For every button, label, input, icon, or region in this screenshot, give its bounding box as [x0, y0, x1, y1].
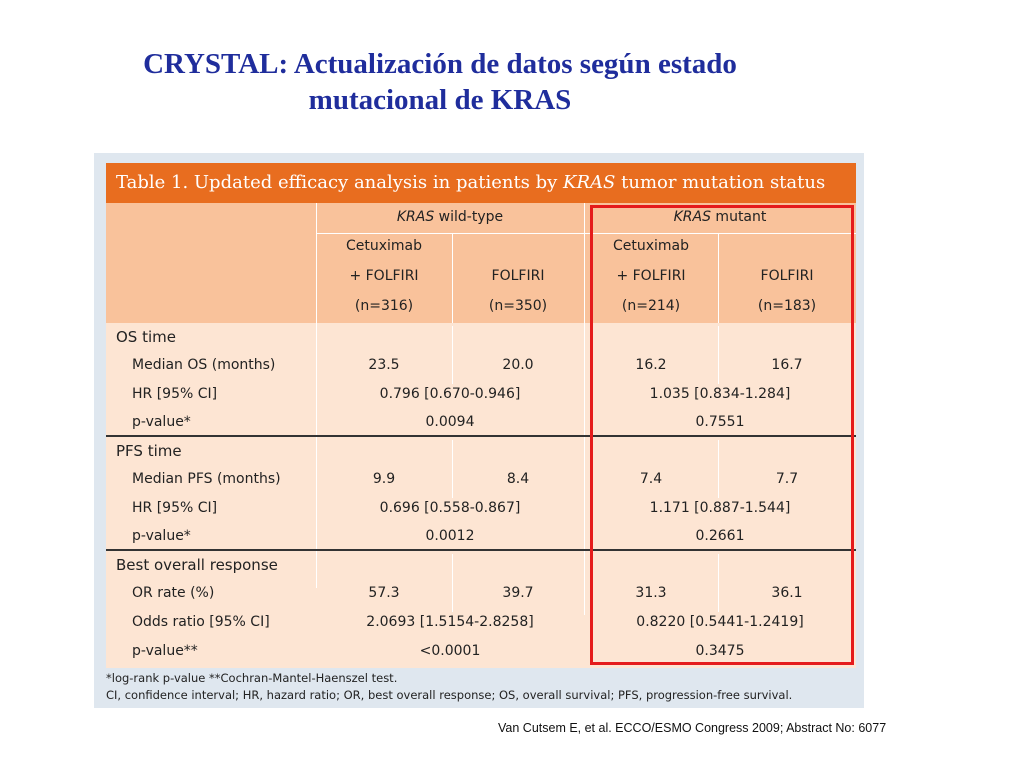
cell-median-os-mut-folfiri: 16.7 — [771, 357, 803, 373]
cell-or-rate-wt-folfiri: 39.7 — [502, 585, 534, 601]
group-header-wild-type: KRAS wild-type — [396, 209, 504, 225]
cell-hr-os-wt: 0.796 [0.670-0.946] — [379, 386, 521, 402]
cell-odds-ratio-mut: 0.8220 [0.5441-1.2419] — [636, 614, 804, 630]
row-label-p-pfs: p-value* — [132, 528, 191, 544]
cell-p-response-wt: <0.0001 — [419, 643, 481, 659]
efficacy-table: Table 1. Updated efficacy analysis in pa… — [94, 153, 864, 708]
col-header-mut-cetuximab: Cetuximab + FOLFIRI (n=214) — [612, 238, 690, 314]
cell-median-os-mut-cetuximab: 16.2 — [635, 357, 667, 373]
cell-median-pfs-mut-folfiri: 7.7 — [775, 471, 799, 487]
caption-prefix: Table 1. Updated efficacy analysis in pa… — [116, 172, 564, 193]
cell-p-os-wt: 0.0094 — [425, 414, 475, 430]
cell-median-os-wt-cetuximab: 23.5 — [368, 357, 400, 373]
citation: Van Cutsem E, et al. ECCO/ESMO Congress … — [498, 721, 887, 735]
kras-mutant-highlight-box — [590, 205, 854, 665]
caption-suffix: tumor mutation status — [615, 172, 826, 193]
cell-median-os-wt-folfiri: 20.0 — [502, 357, 534, 373]
cell-hr-pfs-mut: 1.171 [0.887-1.544] — [649, 500, 791, 516]
slide-title-line2: mutacional de KRAS — [308, 84, 572, 116]
header-band — [106, 203, 856, 323]
row-label-hr-os: HR [95% CI] — [132, 386, 218, 402]
cell-median-pfs-wt-cetuximab: 9.9 — [372, 471, 396, 487]
cell-median-pfs-mut-cetuximab: 7.4 — [639, 471, 663, 487]
table-caption: Table 1. Updated efficacy analysis in pa… — [106, 163, 856, 203]
cell-or-rate-wt-cetuximab: 57.3 — [368, 585, 400, 601]
cell-hr-pfs-wt: 0.696 [0.558-0.867] — [379, 500, 521, 516]
cell-odds-ratio-wt: 2.0693 [1.5154-2.8258] — [366, 614, 534, 630]
cell-median-pfs-wt-folfiri: 8.4 — [506, 471, 530, 487]
cell-hr-os-mut: 1.035 [0.834-1.284] — [649, 386, 791, 402]
row-label-median-os: Median OS (months) — [132, 357, 276, 373]
row-label-median-pfs: Median PFS (months) — [132, 471, 281, 487]
row-label-p-response: p-value** — [132, 643, 198, 659]
footnote-abbreviations: CI, confidence interval; HR, hazard rati… — [106, 688, 793, 702]
cell-p-os-mut: 0.7551 — [695, 414, 745, 430]
table-footnotes: *log-rank p-value **Cochran-Mantel-Haens… — [106, 670, 792, 704]
section-title-os: OS time — [116, 328, 176, 346]
cell-p-pfs-wt: 0.0012 — [425, 528, 475, 544]
group-header-mutant: KRAS mutant — [673, 209, 767, 225]
section-title-response: Best overall response — [116, 556, 278, 574]
row-label-p-os: p-value* — [132, 414, 191, 430]
col-header-wt-cetuximab: Cetuximab + FOLFIRI (n=316) — [345, 238, 423, 314]
footnote-tests: *log-rank p-value **Cochran-Mantel-Haens… — [106, 671, 398, 685]
col-header-mut-folfiri: FOLFIRI (n=183) — [757, 268, 817, 314]
row-label-odds-ratio: Odds ratio [95% CI] — [132, 614, 270, 630]
caption-kras: KRAS — [563, 172, 616, 193]
col-header-wt-folfiri: FOLFIRI (n=350) — [488, 268, 548, 314]
slide-title-line1: CRYSTAL: Actualización de datos según es… — [143, 48, 737, 80]
table-grid: KRAS wild-type KRAS mutant Cetuximab + FO… — [106, 203, 856, 668]
cell-or-rate-mut-folfiri: 36.1 — [771, 585, 803, 601]
cell-p-response-mut: 0.3475 — [695, 643, 745, 659]
row-label-hr-pfs: HR [95% CI] — [132, 500, 218, 516]
slide-title: CRYSTAL: Actualización de datos según es… — [60, 46, 820, 118]
cell-or-rate-mut-cetuximab: 31.3 — [635, 585, 667, 601]
cell-p-pfs-mut: 0.2661 — [695, 528, 745, 544]
section-title-pfs: PFS time — [116, 442, 182, 460]
row-label-or-rate: OR rate (%) — [132, 585, 215, 601]
